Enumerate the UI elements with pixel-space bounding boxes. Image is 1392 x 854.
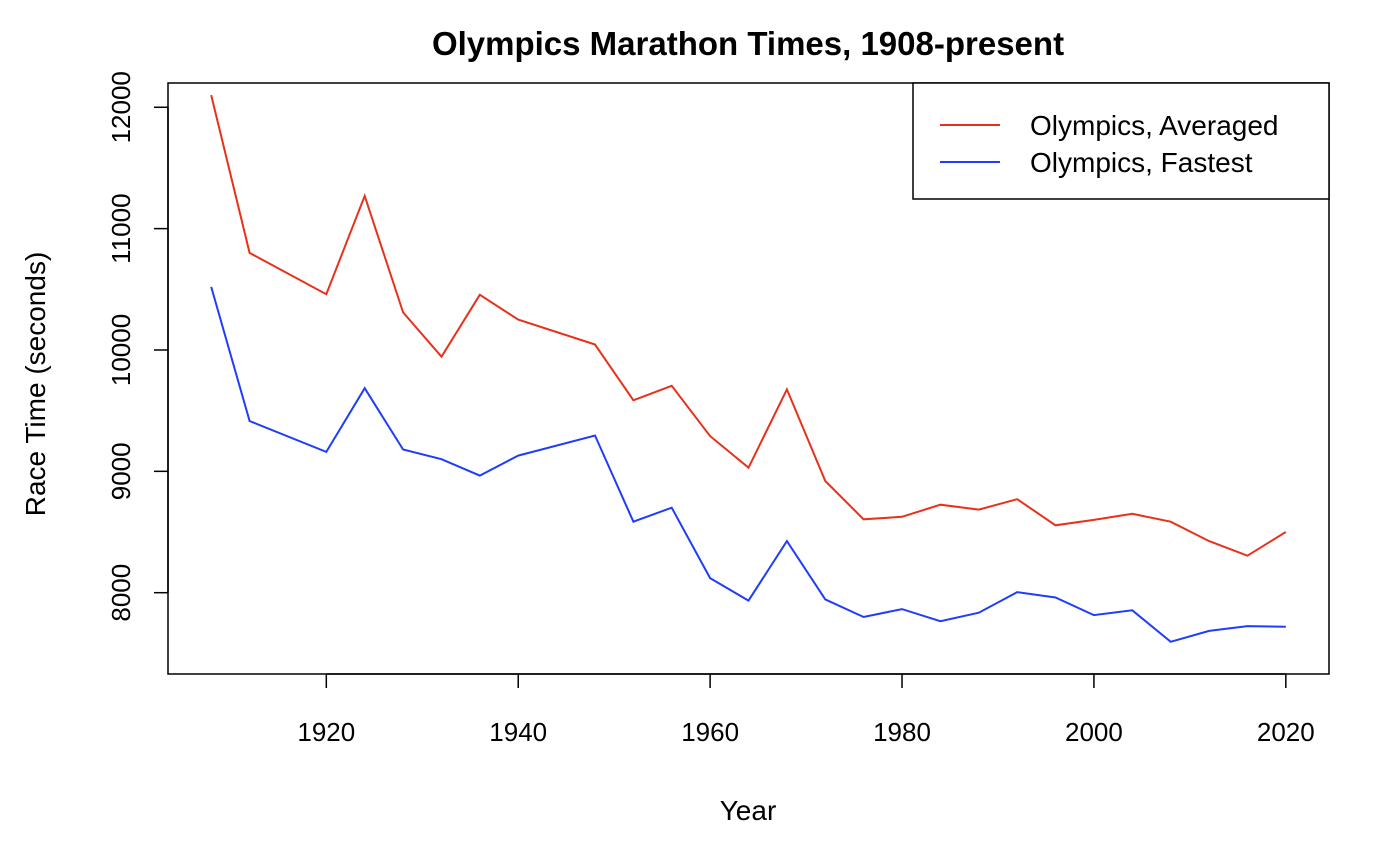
y-tick-label: 10000 — [106, 314, 136, 386]
chart-title: Olympics Marathon Times, 1908-present — [432, 25, 1064, 62]
y-tick-label: 11000 — [106, 193, 136, 263]
y-tick-label: 12000 — [106, 71, 136, 143]
x-axis-label: Year — [720, 795, 777, 826]
series-layer — [210, 94, 1287, 643]
x-axis: 1920 1940 1960 1980 2000 2020 — [297, 673, 1315, 747]
y-tick-label: 8000 — [106, 564, 136, 622]
legend: Olympics, Averaged Olympics, Fastest — [912, 82, 1330, 200]
x-tick-label: 1980 — [873, 717, 931, 747]
x-tick-label: 1940 — [489, 717, 547, 747]
y-axis-label: Race Time (seconds) — [20, 252, 51, 517]
series-line-0 — [210, 94, 1287, 557]
series-line-1 — [210, 286, 1286, 643]
x-tick-label: 2000 — [1065, 717, 1123, 747]
x-tick-label: 1960 — [681, 717, 739, 747]
legend-label-fastest: Olympics, Fastest — [1030, 147, 1253, 178]
legend-label-averaged: Olympics, Averaged — [1030, 110, 1279, 141]
x-tick-label: 2020 — [1257, 717, 1315, 747]
x-tick-label: 1920 — [297, 717, 355, 747]
y-axis: 8000 9000 10000 11000 12000 — [106, 71, 169, 622]
y-tick-label: 9000 — [106, 442, 136, 500]
legend-box — [912, 82, 1330, 200]
